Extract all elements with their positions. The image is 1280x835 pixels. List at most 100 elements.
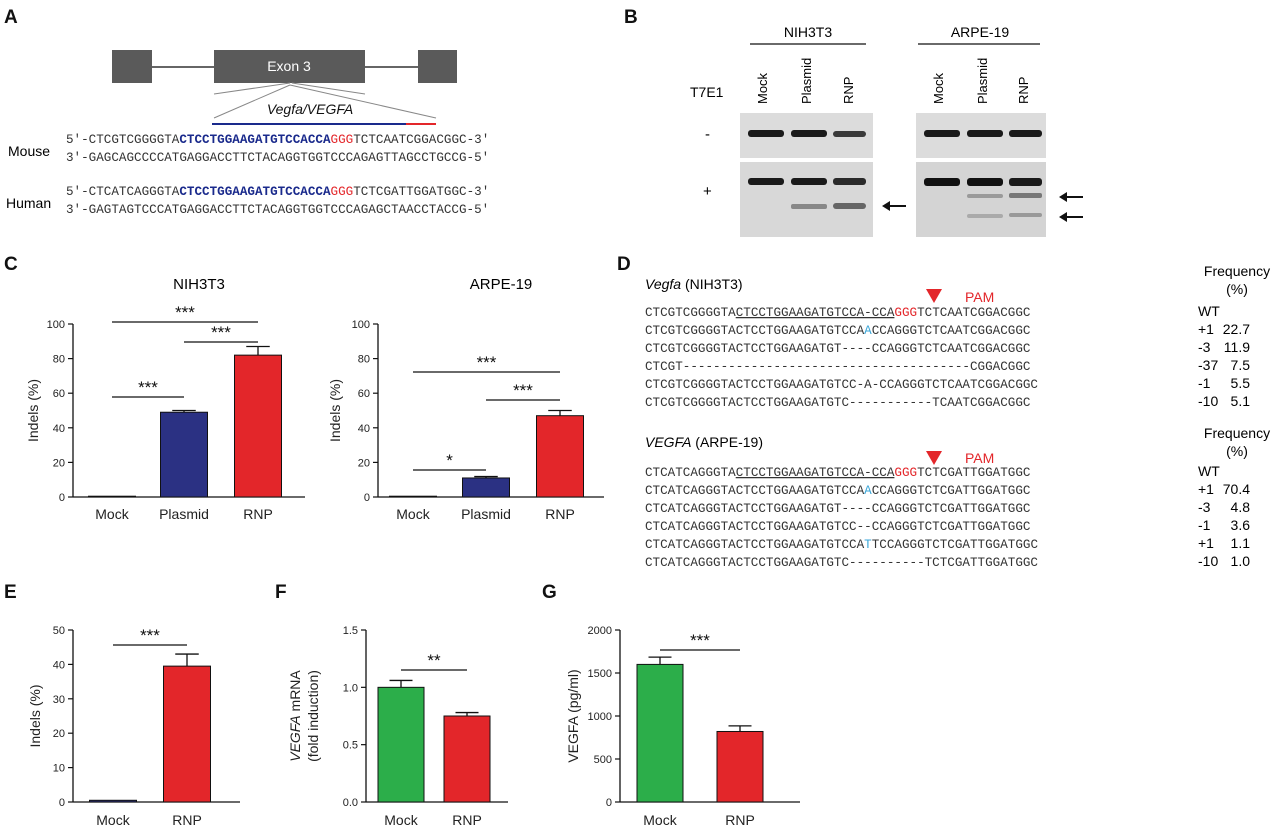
- indel-size: WT: [1198, 463, 1220, 479]
- freq-header-1b: Frequency: [1204, 425, 1270, 441]
- band-cleaved: [967, 214, 1003, 218]
- alignment-row: CTCATCAGGGTACTCCTGGAAGATGTCCAACCAGGGTCTC…: [645, 484, 1031, 498]
- panel-b-gel: NIH3T3 ARPE-19 Mock Plasmid RNP Mock Pla…: [690, 24, 1083, 237]
- panel-label-b: B: [624, 7, 638, 28]
- x-tick-label: RNP: [725, 812, 755, 828]
- indel-frequency: 70.4: [1223, 481, 1250, 497]
- significance-label: ***: [175, 303, 195, 322]
- species-mouse: Mouse: [8, 143, 50, 159]
- mouse-title: Vegfa (NIH3T3): [645, 276, 743, 292]
- y-tick-label: 100: [352, 319, 370, 331]
- y-tick-label: 0.0: [343, 797, 358, 809]
- panel-a-gene-diagram: Exon 3 Vegfa/VEGFA Mouse 5′-CTCGTCGGGGTA…: [6, 50, 489, 217]
- band: [1009, 178, 1042, 186]
- y-tick-label: 60: [358, 388, 370, 400]
- bar-mock: [389, 495, 437, 498]
- indel-frequency: 1.1: [1231, 535, 1251, 551]
- y-tick-label: 1.0: [343, 682, 358, 694]
- significance-label: ***: [477, 353, 497, 372]
- chart-e: 0 10 20 30 40 50 Indels (%) Mock RNP ***: [27, 625, 240, 828]
- lane-mock-2: Mock: [931, 72, 946, 104]
- bar-mock: [377, 686, 425, 803]
- y-tick-label: 60: [53, 388, 65, 400]
- x-tick-label: Plasmid: [159, 506, 209, 522]
- band: [1009, 130, 1042, 137]
- human-top-strand: 5′-CTCATCAGGGTACTCCTGGAAGATGTCCACCAGGGTC…: [66, 185, 489, 199]
- bar-rnp: [443, 715, 491, 803]
- alignment-row: CTCATCAGGGTACTCCTGGAAGATGTCCATTCCAGGGTCT…: [645, 538, 1038, 552]
- indel-frequency: 7.5: [1231, 357, 1251, 373]
- significance-label: **: [427, 651, 441, 670]
- exon-3-box: [214, 50, 365, 83]
- band-cleaved: [791, 204, 827, 209]
- chart-title: ARPE-19: [470, 276, 533, 293]
- cell-line-nih3t3: NIH3T3: [784, 24, 832, 40]
- band: [924, 130, 960, 137]
- y-tick-label: 20: [53, 457, 65, 469]
- x-tick-label: Plasmid: [461, 506, 511, 522]
- x-tick-label: RNP: [172, 812, 202, 828]
- x-tick-label: RNP: [243, 506, 273, 522]
- y-tick-label: 20: [358, 457, 370, 469]
- x-tick-label: Mock: [384, 812, 418, 828]
- y-tick-label: 2000: [588, 625, 612, 637]
- significance-label: ***: [513, 381, 533, 400]
- alignment-row: CTCATCAGGGTACTCCTGGAAGATGTC----------TCT…: [645, 556, 1038, 570]
- band: [748, 130, 784, 137]
- bar-mock: [88, 495, 136, 498]
- x-tick-label: Mock: [643, 812, 677, 828]
- band-cleaved: [1009, 193, 1042, 198]
- indel-size: -1: [1198, 517, 1211, 533]
- band: [924, 178, 960, 186]
- panel-label-f: F: [275, 582, 287, 603]
- band-cleaved: [1009, 213, 1042, 217]
- x-tick-label: Mock: [396, 506, 430, 522]
- y-axis-label: Indels (%): [327, 379, 343, 442]
- indel-size: -3: [1198, 339, 1211, 355]
- row-plus: +: [703, 183, 712, 200]
- gene-name-label: Vegfa/VEGFA: [267, 101, 353, 117]
- indel-frequency: 3.6: [1231, 517, 1251, 533]
- chart-f: 0.0 0.5 1.0 1.5 VEGFA mRNA (fold induction) Mo…: [287, 625, 508, 828]
- chart-c-right: 0 20 40 60 80 100 Indels (%) ARPE-19 Mock Plasmid…: [327, 276, 604, 522]
- y-tick-label: 0: [606, 797, 612, 809]
- exon-3-label: Exon 3: [267, 58, 311, 74]
- indel-frequency: 5.5: [1231, 375, 1251, 391]
- zoom-line-left-2: [291, 82, 366, 95]
- band: [748, 178, 784, 185]
- y-axis-label: VEGFA mRNA: [287, 670, 303, 762]
- chart-g: 0 500 1000 1500 2000 VEGFA (pg/ml) Mock RNP ***: [565, 625, 800, 828]
- panel-label-a: A: [4, 7, 18, 28]
- band: [967, 178, 1003, 186]
- y-tick-label: 40: [53, 659, 65, 671]
- y-tick-label: 1.5: [343, 625, 358, 637]
- y-axis-label: Indels (%): [25, 379, 41, 442]
- mouse-alignment: CTCGTCGGGGTACTCCTGGAAGATGTCCA-CCAGGGTCTC…: [645, 303, 1250, 410]
- indel-frequency: 4.8: [1231, 499, 1251, 515]
- band: [833, 178, 866, 185]
- panel-label-e: E: [4, 582, 17, 603]
- freq-header-2b: (%): [1226, 443, 1248, 459]
- zoom-line-right: [289, 84, 437, 119]
- bar-mock: [636, 663, 684, 803]
- x-tick-label: Mock: [96, 812, 130, 828]
- freq-header-2: (%): [1226, 281, 1248, 297]
- alignment-row: CTCATCAGGGTACTCCTGGAAGATGTCCA-CCAGGGTCTC…: [645, 466, 1031, 480]
- indel-size: +1: [1198, 321, 1214, 337]
- alignment-row: CTCGTCGGGGTACTCCTGGAAGATGTCCAACCAGGGTCTC…: [645, 324, 1031, 338]
- y-tick-label: 0.5: [343, 740, 358, 752]
- y-tick-label: 500: [594, 754, 612, 766]
- y-tick-label: 1500: [588, 668, 612, 680]
- zoom-line-left: [213, 82, 291, 95]
- bar-rnp: [536, 415, 584, 498]
- alignment-row: CTCGTCGGGGTACTCCTGGAAGATGTCC-A-CCAGGGTCT…: [645, 378, 1038, 392]
- human-alignment: CTCATCAGGGTACTCCTGGAAGATGTCCA-CCAGGGTCTC…: [645, 463, 1250, 570]
- indel-size: +1: [1198, 481, 1214, 497]
- band: [791, 178, 827, 185]
- y-tick-label: 100: [47, 319, 65, 331]
- band-cleaved: [967, 194, 1003, 198]
- bar-plasmid: [160, 411, 208, 498]
- alignment-row: CTCATCAGGGTACTCCTGGAAGATGTCC--CCAGGGTCTC…: [645, 520, 1031, 534]
- y-tick-label: 20: [53, 728, 65, 740]
